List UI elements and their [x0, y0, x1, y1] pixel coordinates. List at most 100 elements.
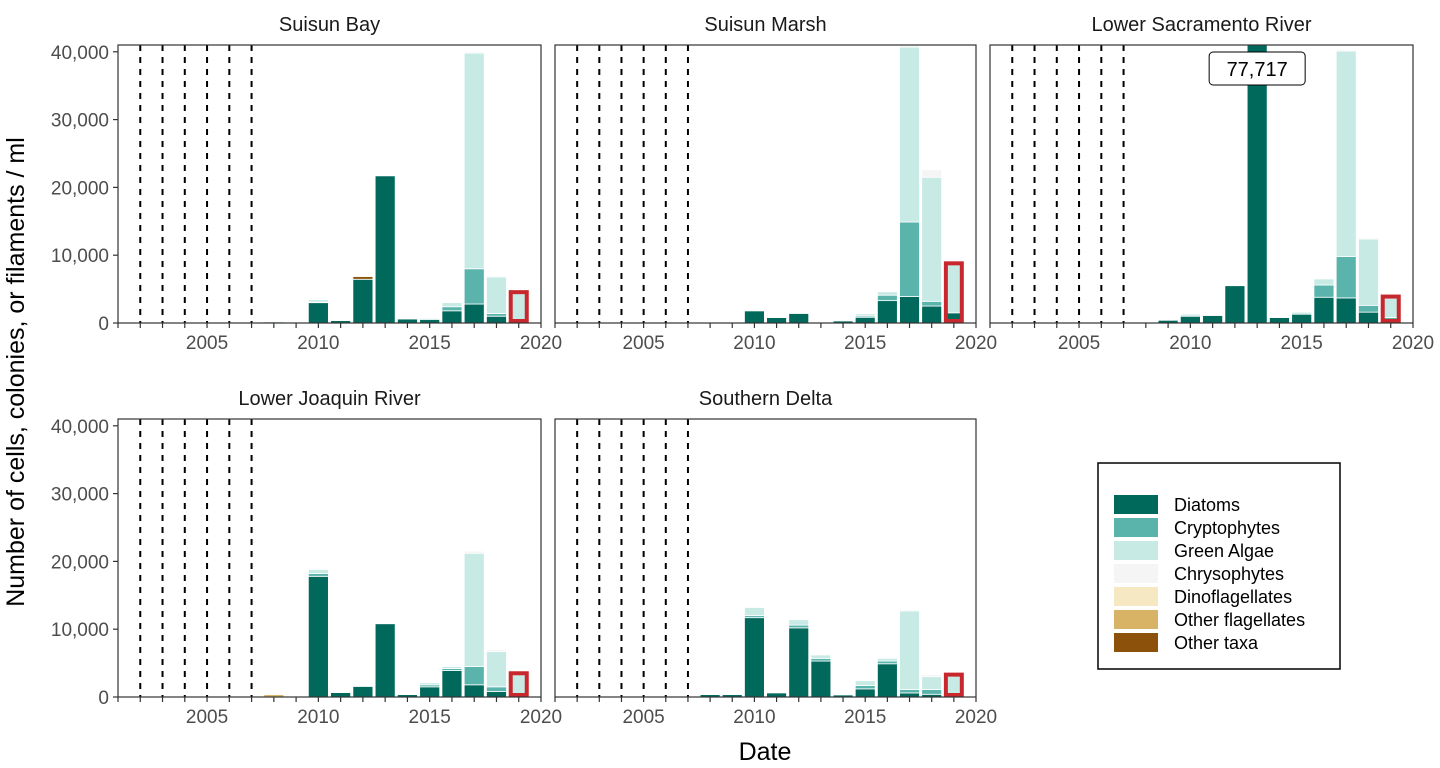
bar-segment-green-algae: [921, 676, 943, 690]
y-tick-label: 40,000: [51, 417, 109, 438]
x-tick-label: 2010: [733, 707, 775, 728]
legend-label: Chrysophytes: [1174, 564, 1284, 584]
bar-segment-green-algae: [744, 309, 765, 312]
legend-swatch: [1114, 495, 1158, 514]
y-tick-label: 40,000: [51, 43, 109, 64]
x-tick-label: 2020: [955, 707, 997, 728]
bar-segment-green-algae: [397, 317, 418, 320]
plot-area: [139, 419, 530, 697]
bar-segment-diatoms: [832, 694, 854, 697]
bar-segment-diatoms: [1358, 311, 1379, 323]
panel-southern-delta: Southern Delta 2005 2010 2015 2020: [554, 388, 997, 728]
bar-segment-green-algae: [441, 666, 463, 669]
y-tick-label: 20,000: [51, 552, 109, 573]
highlight-box: [1380, 294, 1401, 323]
y-tick-label: 0: [98, 688, 109, 709]
bar-segment-chrysophytes: [486, 275, 507, 278]
bar-segment-green-algae: [419, 682, 441, 686]
bar-segment-green-algae: [899, 46, 920, 223]
bar-segment-other-flagellates: [263, 694, 285, 697]
bar-segment-green-algae: [307, 299, 329, 303]
bar-segment-chrysophytes: [899, 609, 920, 612]
panel-title: Lower Joaquin River: [238, 388, 421, 410]
bar-segment-cryptophytes: [307, 573, 329, 577]
bar-segment-green-algae: [921, 176, 943, 302]
bar-segment-chrysophytes: [463, 51, 485, 54]
bar-segment-cryptophytes: [921, 689, 943, 695]
legend-items: Diatoms Cryptophytes Green Algae Chrysophyt…: [1114, 495, 1305, 653]
panel-lower-joaquin-river: Lower Joaquin River 2005 2010 2015 2020 0 10,0…: [51, 388, 562, 728]
x-tick-label: 2015: [844, 333, 886, 354]
bar-segment-diatoms: [1179, 315, 1201, 323]
bar-segment-cryptophytes: [921, 300, 943, 307]
legend-swatch: [1114, 587, 1158, 606]
off-scale-callout: 77,717: [1208, 51, 1306, 86]
bar-segment-diatoms: [1313, 296, 1335, 323]
x-tick-label: 2020: [955, 333, 997, 354]
bar-segment-green-algae: [1291, 311, 1313, 315]
bar-segment-cryptophytes: [810, 657, 832, 662]
bar-segment-green-algae: [486, 651, 507, 688]
plot-area: [576, 419, 965, 697]
panel-border: [117, 418, 542, 698]
bar-segment-diatoms: [486, 691, 507, 697]
panel-border: [554, 44, 977, 324]
bar-segment-diatoms: [463, 684, 485, 697]
bar-segment-diatoms: [876, 300, 898, 323]
bar-segment-diatoms: [486, 315, 507, 323]
bar-segment-green-algae: [486, 276, 507, 314]
legend-label: Diatoms: [1174, 495, 1240, 515]
legend-label: Green Algae: [1174, 541, 1274, 561]
x-tick-label: 2005: [186, 707, 228, 728]
bar-segment-diatoms: [463, 303, 485, 323]
callout-value: 77,717: [1227, 59, 1288, 81]
bar-segment-green-algae: [788, 619, 810, 626]
x-tick-label: 2020: [520, 707, 562, 728]
bar-segment-green-algae: [810, 654, 832, 659]
bar-segment-diatoms: [788, 313, 810, 323]
bar-segment-diatoms: [352, 686, 374, 697]
panel-lower-sacramento-river: Lower Sacramento River 2005 2010 2015 2020 77…: [989, 14, 1434, 354]
bar-segment-cryptophytes: [1335, 256, 1357, 299]
bar-segment-diatoms: [441, 310, 463, 323]
bar-segment-cryptophytes: [876, 660, 898, 665]
bar-segment-green-algae: [744, 607, 765, 617]
legend-label: Other taxa: [1174, 633, 1259, 653]
y-tick-label: 20,000: [51, 178, 109, 199]
bar-segment-diatoms: [744, 617, 765, 697]
bar-segment-diatoms: [1202, 315, 1224, 323]
bar-segment-green-algae: [1335, 50, 1357, 257]
bar-segment-chrysophytes: [463, 550, 485, 554]
y-tick-label: 30,000: [51, 485, 109, 506]
bar-segment-diatoms: [788, 627, 810, 697]
panel-border: [554, 418, 977, 698]
bar-segment-cryptophytes: [486, 686, 507, 692]
bar-segment-cryptophytes: [899, 221, 920, 297]
legend-swatch: [1114, 541, 1158, 560]
x-tick-label: 2015: [409, 333, 451, 354]
bar-segment-diatoms: [307, 302, 329, 323]
plot-area: [139, 45, 530, 323]
bar-segment-diatoms: [330, 320, 352, 323]
bar-segment-diatoms: [419, 686, 441, 697]
bar-segment-diatoms: [307, 575, 329, 697]
highlight-box: [943, 261, 964, 323]
panel-title: Suisun Marsh: [704, 14, 826, 36]
bar-segment-chrysophytes: [1358, 237, 1379, 240]
legend-swatch: [1114, 633, 1158, 652]
x-tick-label: 2015: [409, 707, 451, 728]
bar-segment-cryptophytes: [899, 689, 920, 694]
x-axis-title: Date: [739, 738, 792, 766]
bar-segment-diatoms: [721, 694, 743, 697]
y-tick-label: 10,000: [51, 620, 109, 641]
x-tick-label: 2020: [1392, 333, 1434, 354]
bar-segment-diatoms: [397, 694, 418, 697]
bar-segment-other-taxa: [352, 276, 374, 280]
bar-segment-green-algae: [854, 680, 876, 686]
bar-segment-cryptophytes: [441, 306, 463, 312]
legend-label: Dinoflagellates: [1174, 587, 1292, 607]
chart-panels: Suisun Bay 2005 2010 2015 2020 0 10,000 20,000 3…: [51, 14, 1434, 728]
plot-area: [1011, 45, 1402, 323]
panel-suisun-marsh: Suisun Marsh 2005 2010 2015 2020: [554, 14, 997, 354]
bar-segment-diatoms: [921, 305, 943, 323]
